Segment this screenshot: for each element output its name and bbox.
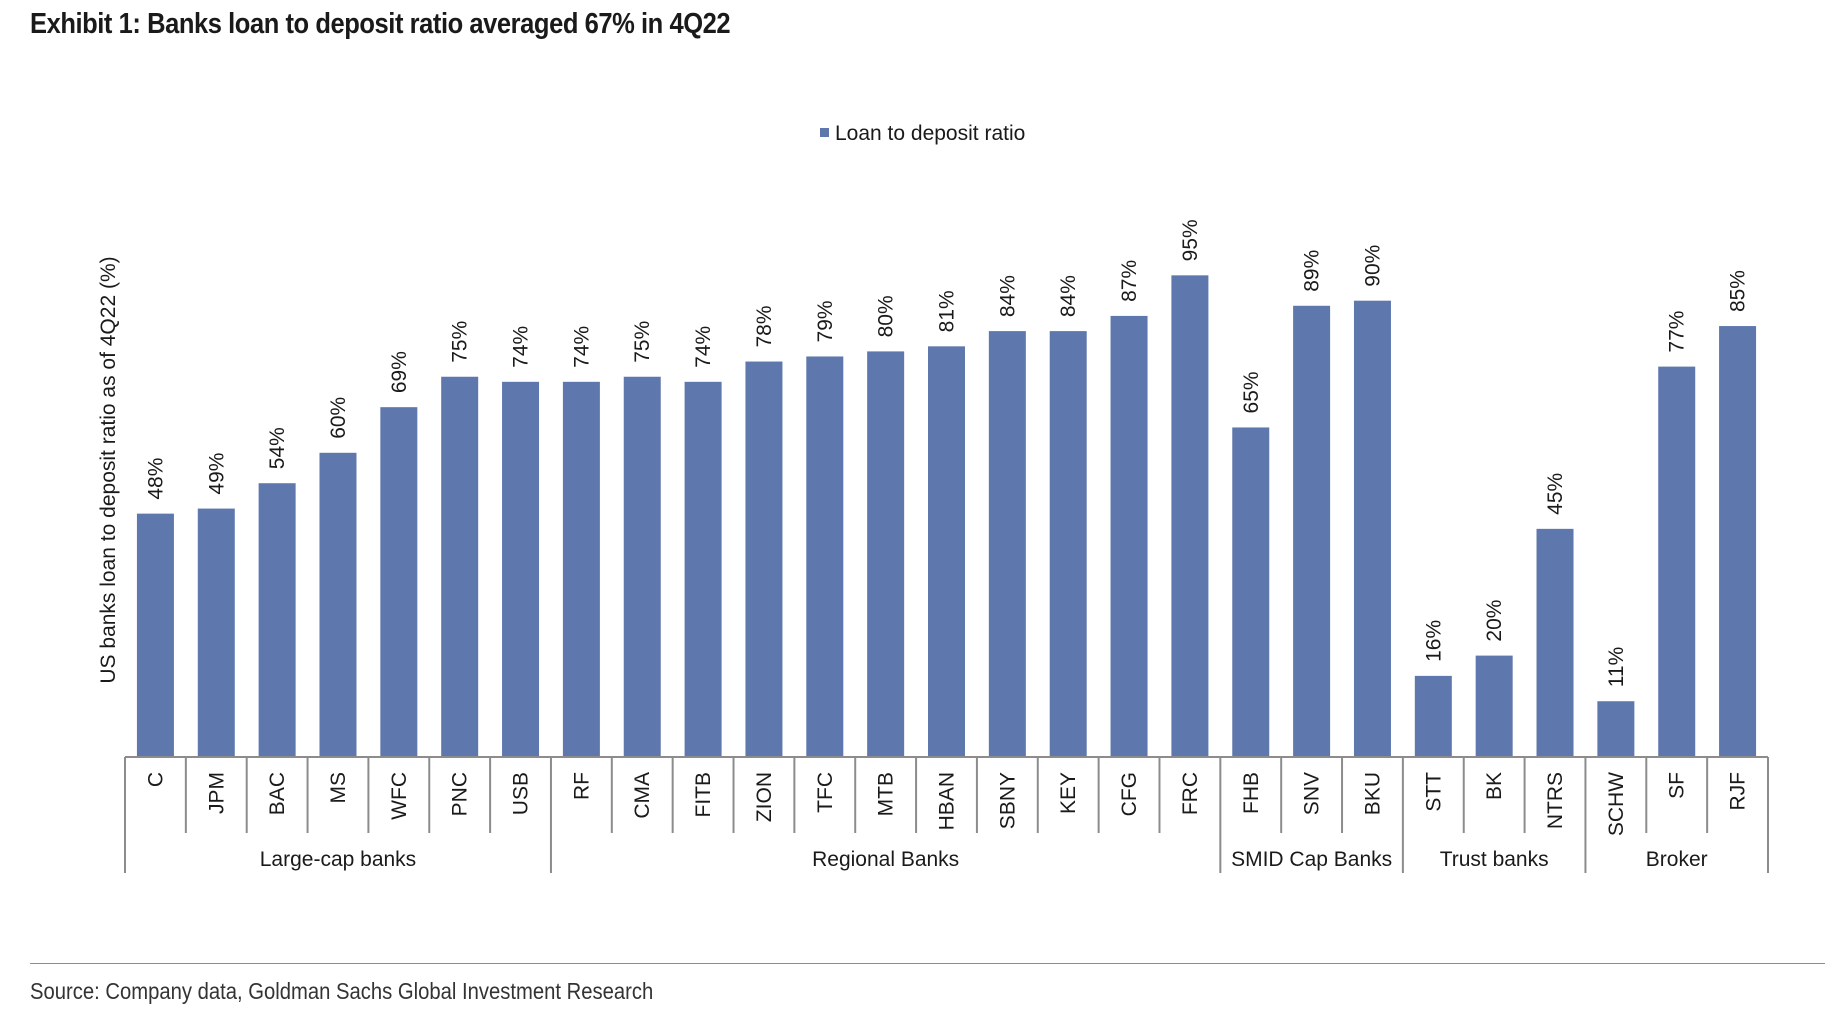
data-label-rf: 74% [570,326,593,368]
bar-key [1049,331,1087,757]
tick-label-hban: HBAN [936,772,959,830]
tick-label-zion: ZION [753,772,776,822]
bar-bac [258,483,296,757]
tick-label-rjf: RJF [1727,772,1750,811]
tick-label-bac: BAC [266,772,289,815]
bar-ms [319,452,357,757]
tick-label-c: C [144,772,167,787]
data-label-fitb: 74% [692,326,715,368]
y-axis-label: US banks loan to deposit ratio as of 4Q2… [97,256,120,683]
bar-schw [1597,701,1635,757]
data-label-ntrs: 45% [1544,473,1567,515]
data-label-stt: 16% [1422,620,1445,662]
data-label-bku: 90% [1361,245,1384,287]
bar-stt [1414,675,1452,757]
bar-rjf [1719,326,1757,757]
footer-divider [30,963,1825,964]
data-label-pnc: 75% [449,321,472,363]
data-label-snv: 89% [1301,250,1324,292]
data-label-mtb: 80% [875,295,898,337]
tick-label-fitb: FITB [692,772,715,818]
group-label-smid-cap-banks: SMID Cap Banks [1231,848,1392,871]
tick-label-jpm: JPM [205,772,228,814]
data-label-hban: 81% [936,290,959,332]
bar-cfg [1110,315,1148,757]
data-label-ms: 60% [327,397,350,439]
bar-tfc [806,356,844,757]
bar-ntrs [1536,528,1574,757]
tick-label-sf: SF [1666,772,1689,799]
tick-label-snv: SNV [1301,772,1324,815]
group-label-trust-banks: Trust banks [1440,848,1549,871]
data-label-zion: 78% [753,306,776,348]
tick-label-cfg: CFG [1118,772,1141,816]
data-label-wfc: 69% [388,351,411,393]
bar-pnc [441,376,479,757]
data-label-rjf: 85% [1727,270,1750,312]
bar-zion [745,361,783,757]
source-note: Source: Company data, Goldman Sachs Glob… [30,978,654,1004]
bar-mtb [867,351,905,757]
group-label-regional-banks: Regional Banks [812,848,959,871]
data-label-cfg: 87% [1118,260,1141,302]
bar-c [136,513,174,757]
bar-jpm [197,508,235,757]
bar-wfc [380,407,418,757]
bar-snv [1293,305,1331,757]
data-label-c: 48% [144,458,167,500]
tick-label-ntrs: NTRS [1544,772,1567,829]
bar-bk [1475,655,1513,757]
bar-sbny [988,331,1026,757]
tick-label-wfc: WFC [388,772,411,820]
tick-label-mtb: MTB [875,772,898,816]
data-label-key: 84% [1057,275,1080,317]
tick-label-tfc: TFC [814,772,837,813]
data-label-jpm: 49% [205,453,228,495]
tick-label-pnc: PNC [449,772,472,816]
data-label-usb: 74% [510,326,533,368]
tick-label-sbny: SBNY [996,772,1019,829]
group-label-large-cap-banks: Large-cap banks [260,848,416,871]
bar-fitb [684,381,722,757]
tick-label-usb: USB [510,772,533,815]
legend-label: Loan to deposit ratio [835,122,1025,145]
bar-frc [1171,275,1209,757]
tick-label-fhb: FHB [1240,772,1263,814]
data-label-cma: 75% [631,321,654,363]
data-label-bk: 20% [1483,600,1506,642]
tick-label-cma: CMA [631,772,654,819]
data-label-schw: 11% [1605,647,1628,687]
data-label-tfc: 79% [814,300,837,342]
tick-label-stt: STT [1422,772,1445,812]
bar-usb [502,381,540,757]
group-label-broker: Broker [1646,848,1708,871]
chart-title: Exhibit 1: Banks loan to deposit ratio a… [30,8,731,40]
data-label-frc: 95% [1179,219,1202,261]
bar-bku [1353,300,1391,757]
bar-cma [623,376,661,757]
tick-label-rf: RF [570,772,593,800]
tick-label-schw: SCHW [1605,772,1628,836]
data-label-bac: 54% [266,427,289,469]
bar-chart: Loan to deposit ratio US banks loan to de… [97,122,1769,873]
bar-rf [562,381,600,757]
data-label-sbny: 84% [996,275,1019,317]
data-label-sf: 77% [1666,311,1689,353]
tick-label-ms: MS [327,772,350,804]
legend-swatch [820,128,829,137]
bar-hban [928,346,965,757]
tick-label-key: KEY [1057,772,1080,814]
tick-label-frc: FRC [1179,772,1202,815]
data-label-fhb: 65% [1240,371,1263,413]
bar-fhb [1232,427,1270,757]
tick-label-bku: BKU [1361,772,1384,815]
tick-label-bk: BK [1483,772,1506,800]
bar-sf [1658,366,1696,757]
